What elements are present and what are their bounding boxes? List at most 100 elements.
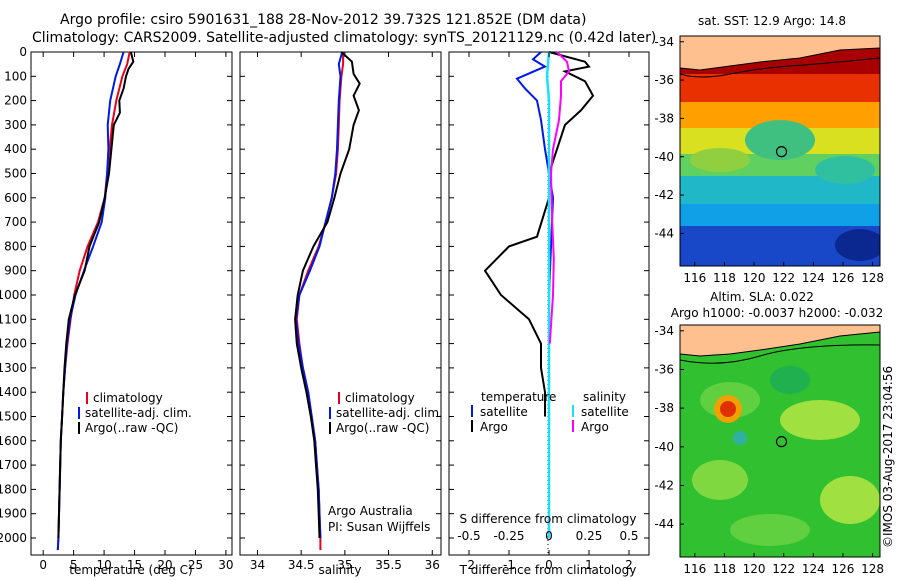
- x-tick-label: 35.5: [375, 558, 402, 572]
- depth-tick-label: 1000: [0, 288, 27, 302]
- depth-tick-label: 200: [4, 94, 27, 108]
- map-lon-tick-label: 122: [772, 562, 795, 576]
- map-lat-tick-label: -40: [654, 440, 674, 454]
- map-lat-tick-label: -40: [654, 150, 674, 164]
- x-tick-label: -2: [463, 558, 475, 572]
- x-tick-label: 36: [425, 558, 440, 572]
- depth-tick-label: 800: [4, 239, 27, 253]
- temperature-panel: 0 5 10 15 20 25 30 0 100 200 300 400 500 600 700 800 90…: [0, 45, 234, 577]
- salinity-plot-frame: [239, 51, 442, 556]
- depth-tick-label: 1900: [0, 507, 27, 521]
- figure-title-line2: Climatology: CARS2009. Satellite-adjuste…: [32, 30, 657, 46]
- sla-map-title: Altim. SLA: 0.022: [710, 290, 814, 304]
- x-tick-label: 35: [337, 558, 352, 572]
- depth-tick-label: 1600: [0, 434, 27, 448]
- x-tick-label: 30: [218, 558, 233, 572]
- t-difference-x-label: T difference from climatology: [459, 563, 637, 577]
- x-tick-label: 34: [250, 558, 265, 572]
- map-lat-tick-label: -36: [654, 362, 674, 376]
- s-difference-tick-label: 0.25: [576, 529, 603, 543]
- map-lon-tick-label: 120: [743, 562, 766, 576]
- x-tick-label: 5: [70, 558, 78, 572]
- map-lat-tick-label: -42: [654, 478, 674, 492]
- pi-note: PI: Susan Wijffels: [328, 520, 430, 534]
- sla-heatmap: [680, 325, 880, 557]
- difference-legend: temperature salinity satellite Argo sate…: [471, 390, 629, 434]
- s-difference-tick-label: 0: [545, 529, 553, 543]
- x-tick-label: 10: [96, 558, 111, 572]
- legend-satellite-label: satellite-adj. clim.: [85, 406, 192, 420]
- series-line-0: [515, 51, 555, 393]
- map-lon-tick-label: 122: [772, 271, 795, 285]
- x-tick-label: 20: [157, 558, 172, 572]
- map-lat-tick-label: -44: [654, 517, 674, 531]
- map-lon-tick-label: 128: [861, 562, 884, 576]
- x-tick-label: 25: [188, 558, 203, 572]
- difference-panel: -2 -1 0 1 2 -0.5 -0.25 0 0.25 0.5 T difference f…: [448, 51, 650, 577]
- imos-credit: ©IMOS 03-Aug-2017 23:04:56: [881, 366, 895, 548]
- map-lat-tick-label: -38: [654, 401, 674, 415]
- s-difference-tick-label: -0.25: [493, 529, 524, 543]
- sst-map-frame: [679, 35, 881, 267]
- map-lon-tick-label: 124: [802, 271, 825, 285]
- sst-map-panel: sat. SST: 12.9 Argo: 14.8 116 11: [654, 14, 884, 285]
- map-lat-tick-label: -42: [654, 188, 674, 202]
- depth-tick-label: 1800: [0, 482, 27, 496]
- map-lon-tick-label: 116: [683, 271, 706, 285]
- map-lon-tick-label: 126: [832, 562, 855, 576]
- map-lat-tick-label: -44: [654, 226, 674, 240]
- depth-tick-label: 300: [4, 118, 27, 132]
- legend-climatology-label: climatology: [93, 391, 163, 405]
- depth-tick-label: 500: [4, 166, 27, 180]
- depth-tick-label: 1700: [0, 458, 27, 472]
- map-lat-tick-label: -36: [654, 73, 674, 87]
- depth-tick-label: 1300: [0, 361, 27, 375]
- temperature-x-label: temperature (deg C): [69, 563, 192, 577]
- depth-tick-label: 400: [4, 142, 27, 156]
- depth-tick-label: 0: [19, 45, 27, 59]
- legend-satellite-label: satellite-adj. clim.: [336, 406, 443, 420]
- series-line-2: [545, 51, 551, 538]
- x-tick-label: 34.5: [288, 558, 315, 572]
- legend-salinity-title: salinity: [583, 390, 626, 404]
- s-difference-axis-label: S difference from climatology: [460, 512, 637, 526]
- map-lon-tick-label: 118: [713, 562, 736, 576]
- depth-tick-label: 900: [4, 264, 27, 278]
- depth-tick-label: 1400: [0, 385, 27, 399]
- salinity-x-label: salinity: [318, 563, 361, 577]
- argo-australia-note: Argo Australia: [328, 504, 413, 518]
- depth-tick-label: 1200: [0, 337, 27, 351]
- map-lat-tick-label: -34: [654, 35, 674, 49]
- temperature-legend: climatology satellite-adj. clim. Argo(..…: [78, 391, 192, 435]
- x-tick-label: -1: [503, 558, 515, 572]
- map-lat-tick-label: -38: [654, 111, 674, 125]
- temperature-plot-frame: [30, 51, 233, 556]
- sst-map-title: sat. SST: 12.9 Argo: 14.8: [698, 14, 846, 28]
- legend-s-satellite-label: satellite: [581, 405, 629, 419]
- legend-t-satellite-label: satellite: [480, 405, 528, 419]
- map-lon-tick-label: 120: [743, 271, 766, 285]
- legend-argo-label: Argo(..raw -QC): [336, 421, 429, 435]
- series-line-2: [57, 51, 135, 539]
- map-lat-tick-label: -34: [654, 324, 674, 338]
- map-lon-tick-label: 128: [861, 271, 884, 285]
- figure-title-line1: Argo profile: csiro 5901631_188 28-Nov-2…: [60, 12, 587, 28]
- x-tick-label: 0: [545, 558, 553, 572]
- map-lon-tick-label: 126: [832, 271, 855, 285]
- depth-tick-label: 2000: [0, 531, 27, 545]
- salinity-panel: 34 34.5 35 35.5 36 salinity climatology sate…: [239, 51, 443, 577]
- depth-tick-label: 700: [4, 215, 27, 229]
- salinity-legend: climatology satellite-adj. clim. Argo(..…: [329, 391, 443, 435]
- legend-argo-label: Argo(..raw -QC): [85, 421, 178, 435]
- legend-climatology-label: climatology: [345, 391, 415, 405]
- legend-temperature-title: temperature: [481, 390, 556, 404]
- x-tick-label: 1: [585, 558, 593, 572]
- sla-map-frame: [679, 324, 881, 558]
- x-tick-label: 0: [39, 558, 47, 572]
- map-lon-tick-label: 116: [683, 562, 706, 576]
- series-line-2: [294, 51, 361, 539]
- depth-tick-label: 1500: [0, 409, 27, 423]
- s-difference-tick-label: -0.5: [457, 529, 480, 543]
